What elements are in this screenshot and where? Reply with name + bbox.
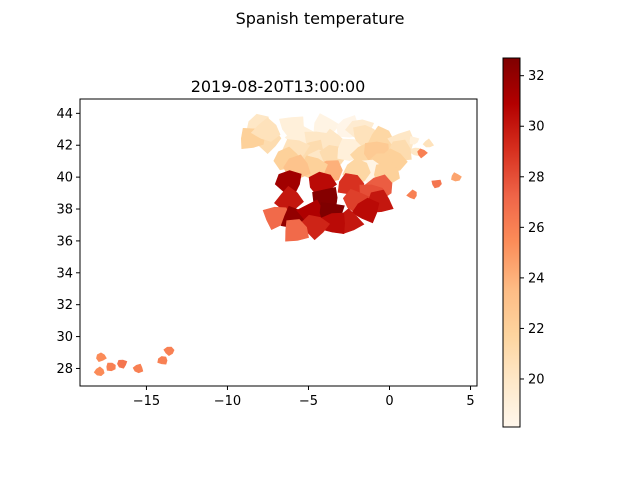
colorbar-tick-label: 26 xyxy=(528,221,545,236)
map-region xyxy=(351,197,380,224)
colorbar-tick-label: 24 xyxy=(528,271,545,286)
map-region xyxy=(117,359,128,369)
y-tick-label: 30 xyxy=(56,330,73,345)
colorbar-tick-label: 28 xyxy=(528,170,545,185)
map-region xyxy=(262,206,292,230)
y-tick-label: 40 xyxy=(56,171,73,186)
map-region xyxy=(106,362,116,372)
colorbar-tick-label: 32 xyxy=(528,69,545,84)
map-region xyxy=(422,138,435,148)
axes-frame xyxy=(79,98,478,387)
y-axis: 28 30 32 34 36 38 40 42 44 xyxy=(56,107,80,377)
map-region xyxy=(163,346,175,356)
colorbar-axis: 20 22 24 26 28 30 32 xyxy=(520,69,545,387)
map-region xyxy=(285,219,309,242)
axes-title: 2019-08-20T13:00:00 xyxy=(191,77,366,96)
y-tick-label: 44 xyxy=(56,107,73,122)
colorbar-tick-label: 30 xyxy=(528,120,545,135)
map-region xyxy=(250,117,281,142)
y-tick-label: 38 xyxy=(56,203,73,218)
x-tick-label: −10 xyxy=(214,394,241,409)
y-tick-label: 32 xyxy=(56,298,73,313)
y-tick-label: 36 xyxy=(56,234,73,249)
x-tick-label: −15 xyxy=(133,394,160,409)
y-tick-label: 28 xyxy=(56,362,73,377)
colorbar-tick-label: 22 xyxy=(528,322,545,337)
x-tick-label: −5 xyxy=(299,394,318,409)
map-region xyxy=(96,352,107,363)
map-region xyxy=(451,172,462,182)
map-region xyxy=(274,170,302,195)
x-tick-label: 0 xyxy=(385,394,393,409)
figure-suptitle: Spanish temperature xyxy=(236,9,405,28)
y-tick-label: 42 xyxy=(56,139,73,154)
map-region xyxy=(132,363,144,374)
colorbar xyxy=(502,57,521,428)
map-region xyxy=(409,136,420,145)
map-region xyxy=(157,356,168,365)
x-tick-label: 5 xyxy=(466,394,474,409)
x-axis: −15 −10 −5 0 5 xyxy=(133,386,475,409)
colorbar-tick-label: 20 xyxy=(528,372,545,387)
map-regions xyxy=(93,113,462,377)
map-region xyxy=(93,366,105,377)
y-tick-label: 34 xyxy=(56,266,73,281)
map-region xyxy=(431,179,442,189)
map-region xyxy=(406,189,417,200)
map-region xyxy=(417,148,428,159)
